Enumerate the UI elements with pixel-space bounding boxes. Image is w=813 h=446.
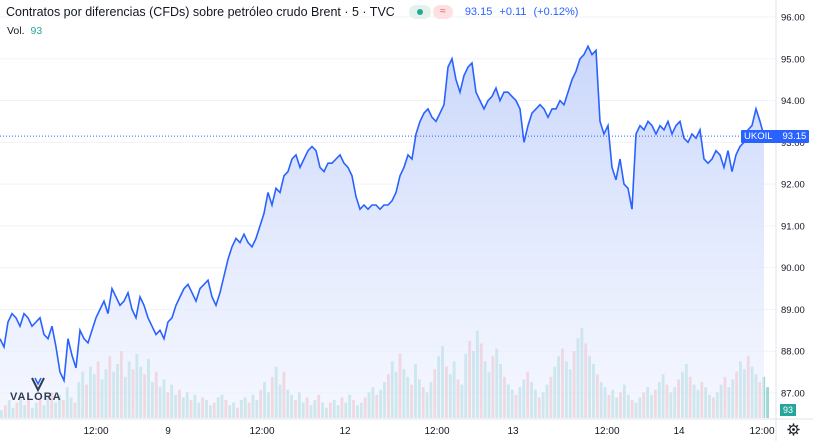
time-tick-label: 12:00 [424, 426, 449, 437]
volume-legend[interactable]: Vol. 93 [7, 25, 42, 37]
volume-tag: 93 [780, 404, 796, 416]
time-tick-label: 12:00 [594, 426, 619, 437]
valora-logo: VALORA [10, 376, 68, 408]
price-tick-label: 93.00 [781, 138, 805, 149]
price-tick-label: 92.00 [781, 180, 805, 191]
last-price: 93.15 [464, 6, 493, 18]
quote-values: 93.15 +0.11 (+0.12%) [465, 6, 583, 18]
logo-text: VALORA [10, 391, 62, 403]
price-tag-value: 93.15 [782, 131, 807, 142]
price-tick-label: 94.00 [781, 96, 805, 107]
gear-icon[interactable] [787, 423, 800, 436]
chart-legend: Contratos por diferencias (CFDs) sobre p… [6, 5, 582, 19]
time-tick-label: 13 [507, 426, 519, 437]
current-price-tag: UKOIL 93.15 [741, 130, 810, 143]
price-axis[interactable]: 96.00 95.00 94.00 93.00 92.00 91.00 90.00 89.00… [781, 13, 805, 400]
time-axis[interactable]: 12:00 9 12:00 12 12:00 13 12:00 14 12:00 [83, 426, 774, 437]
time-tick-label: 9 [165, 426, 171, 437]
price-tick-label: 90.00 [781, 263, 805, 274]
price-tick-label: 91.00 [781, 221, 805, 232]
symbol-title[interactable]: Contratos por diferencias (CFDs) sobre p… [6, 5, 395, 19]
price-tick-label: 87.00 [781, 389, 805, 400]
volume-value: 93 [30, 25, 43, 37]
price-line [0, 44, 765, 384]
price-tick-label: 88.00 [781, 347, 805, 358]
price-tag-symbol: UKOIL [744, 131, 773, 142]
price-tick-label: 89.00 [781, 305, 805, 316]
time-tick-label: 12 [339, 426, 351, 437]
market-status-icon[interactable] [408, 5, 431, 19]
volume-label: Vol. [7, 25, 25, 37]
price-change: +0.11 [499, 6, 527, 18]
logo-mark-icon [31, 377, 45, 393]
price-change-percent: (+0.12%) [533, 6, 579, 18]
volume-bar [766, 387, 769, 418]
wave-icon[interactable]: ≈ [432, 5, 453, 19]
price-tick-label: 95.00 [781, 54, 805, 65]
time-tick-label: 12:00 [749, 426, 774, 437]
price-area-fill [0, 46, 764, 418]
time-tick-label: 14 [673, 426, 685, 437]
time-tick-label: 12:00 [249, 426, 274, 437]
time-tick-label: 12:00 [83, 426, 108, 437]
price-tick-label: 96.00 [781, 13, 805, 24]
